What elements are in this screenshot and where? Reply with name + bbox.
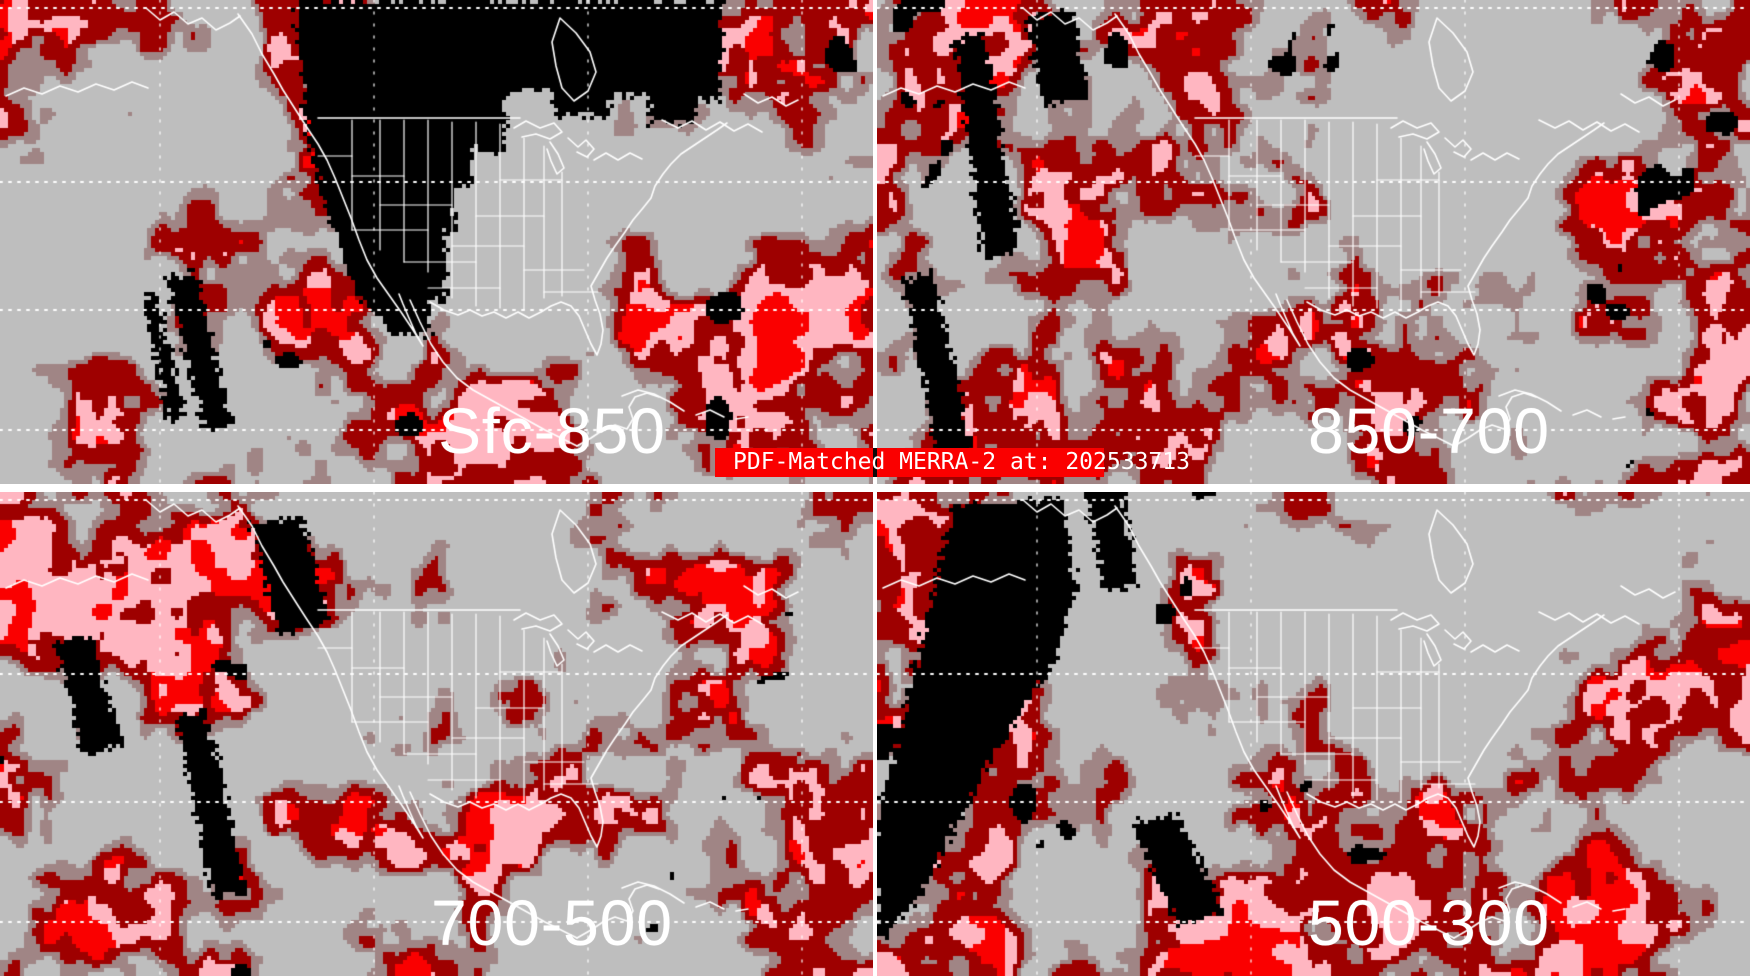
map-canvas-500-300: [877, 492, 1750, 976]
map-panel-500-300: 500-300: [877, 492, 1750, 976]
horizontal-panel-divider: [0, 484, 1750, 492]
map-canvas-850-700: [877, 0, 1750, 484]
banner-background: [715, 448, 1104, 477]
panel-label-700-500: 700-500: [431, 887, 673, 959]
banner-text: PDF-Matched MERRA-2 at: 202533713: [733, 449, 1190, 475]
map-panel-sfc-850: Sfc-850: [0, 0, 873, 484]
panel-label-sfc-850: Sfc-850: [438, 395, 666, 467]
banner-panel-gap: [873, 448, 877, 477]
map-canvas-700-500: [0, 492, 873, 976]
panel-label-850-700: 850-700: [1308, 395, 1550, 467]
map-canvas-sfc-850: [0, 0, 873, 484]
map-panel-850-700: 850-700: [877, 0, 1750, 484]
map-panel-700-500: 700-500: [0, 492, 873, 976]
panel-label-500-300: 500-300: [1308, 887, 1550, 959]
